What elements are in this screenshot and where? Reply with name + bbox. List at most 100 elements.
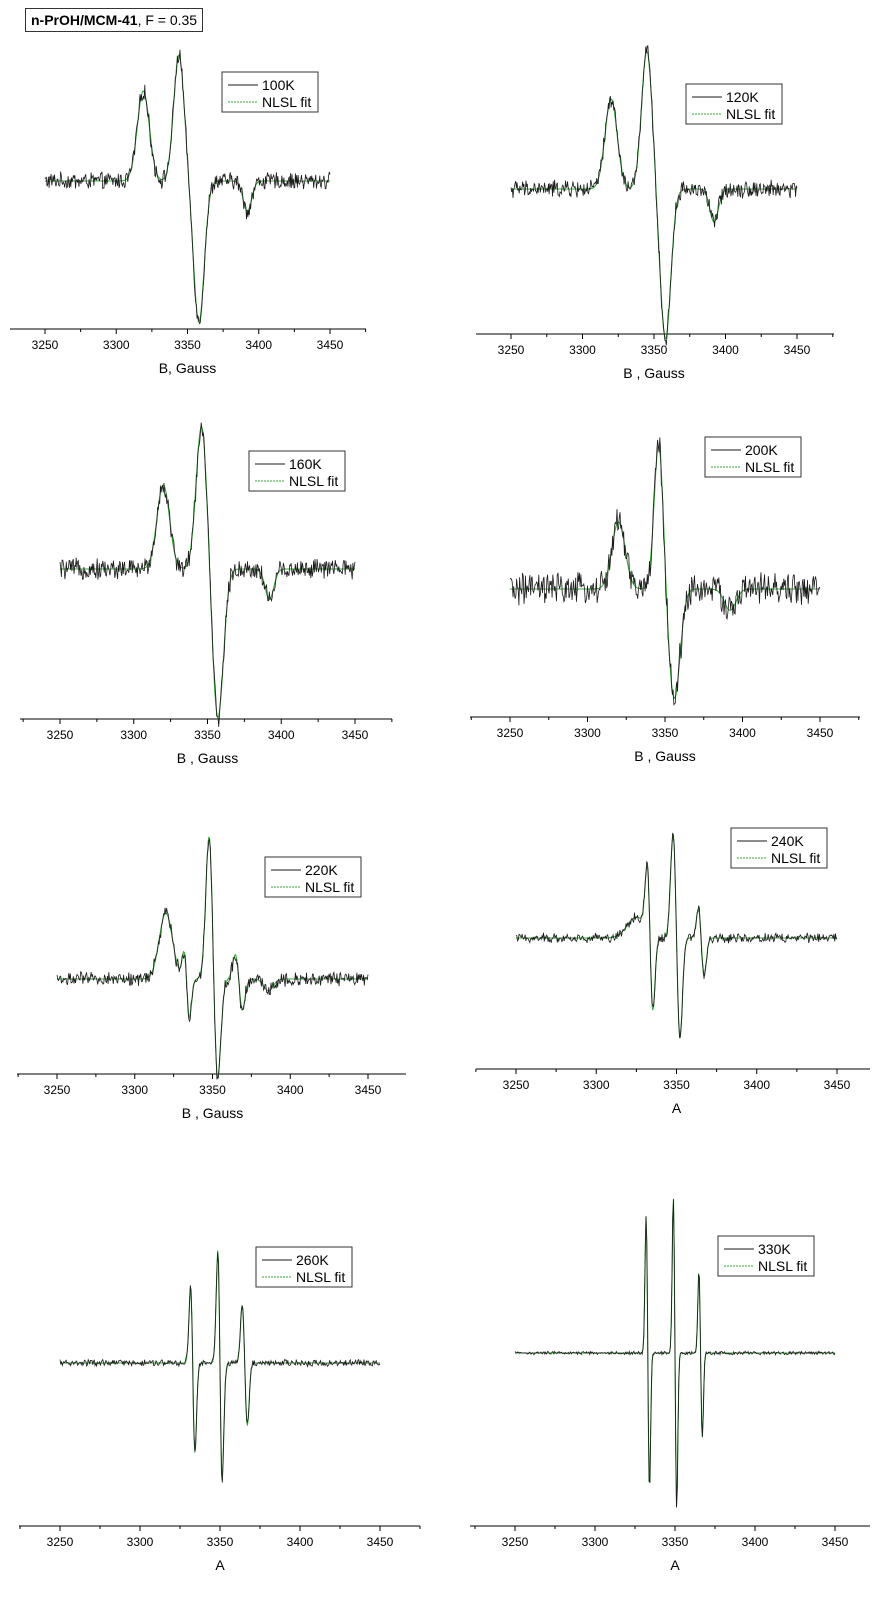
legend-label-fit: NLSL fit <box>289 473 338 489</box>
legend-label-temperature: 260K <box>296 1252 329 1268</box>
x-tick-label: 3450 <box>367 1535 394 1549</box>
legend-label-temperature: 330K <box>758 1241 791 1257</box>
series-line-experimental <box>515 832 838 1039</box>
x-tick-label: 3300 <box>103 338 130 352</box>
series-line-experimental <box>56 838 369 1080</box>
x-tick-label: 3400 <box>268 728 295 742</box>
x-tick-label: 3400 <box>729 726 756 740</box>
x-tick-label: 3300 <box>121 1083 148 1097</box>
x-tick-label: 3300 <box>583 1078 610 1092</box>
x-axis-label: A <box>215 1557 225 1573</box>
x-tick-label: 3250 <box>44 1083 71 1097</box>
x-tick-label: 3400 <box>245 338 272 352</box>
legend-label-fit: NLSL fit <box>305 879 354 895</box>
legend-label-temperature: 160K <box>289 456 322 472</box>
x-tick-label: 3300 <box>582 1535 609 1549</box>
legend-box <box>255 1246 353 1288</box>
legend-label-fit: NLSL fit <box>726 106 775 122</box>
x-axis-label: B , Gauss <box>182 1105 243 1121</box>
series-line-experimental <box>59 422 356 727</box>
x-tick-label: 3350 <box>199 1083 226 1097</box>
legend-label-temperature: 220K <box>305 862 338 878</box>
legend-box <box>685 83 783 125</box>
x-tick-label: 3250 <box>47 728 74 742</box>
legend-box <box>717 1235 815 1277</box>
x-tick-label: 3250 <box>32 338 59 352</box>
legend-label-temperature: 100K <box>262 77 295 93</box>
series-line-experimental <box>510 45 798 346</box>
x-tick-label: 3250 <box>503 1078 530 1092</box>
series-line-experimental <box>514 1199 836 1508</box>
legend-label-fit: NLSL fit <box>758 1258 807 1274</box>
x-tick-label: 3450 <box>807 726 834 740</box>
x-tick-label: 3350 <box>662 1535 689 1549</box>
x-tick-label: 3300 <box>569 343 596 357</box>
x-tick-label: 3300 <box>120 728 147 742</box>
legend-box <box>730 827 828 869</box>
x-tick-label: 3250 <box>498 343 525 357</box>
series-line-experimental <box>44 49 331 325</box>
x-tick-label: 3450 <box>317 338 344 352</box>
legend-label-temperature: 120K <box>726 89 759 105</box>
x-tick-label: 3250 <box>502 1535 529 1549</box>
legend-label-fit: NLSL fit <box>745 459 794 475</box>
x-axis-label: B , Gauss <box>623 365 684 381</box>
legend-label-fit: NLSL fit <box>771 850 820 866</box>
x-tick-label: 3450 <box>784 343 811 357</box>
legend-label-temperature: 200K <box>745 442 778 458</box>
x-tick-label: 3400 <box>277 1083 304 1097</box>
figure-title-sample: n-PrOH/MCM-41 <box>31 12 138 28</box>
x-tick-label: 3350 <box>652 726 679 740</box>
figure-title: n-PrOH/MCM-41, F = 0.35 <box>25 8 204 32</box>
legend-box <box>221 71 319 113</box>
x-tick-label: 3250 <box>47 1535 74 1549</box>
figure-title-fraction: , F = 0.35 <box>137 12 198 28</box>
legend-label-temperature: 240K <box>771 833 804 849</box>
x-tick-label: 3250 <box>497 726 524 740</box>
legend-box <box>248 450 346 492</box>
x-axis-label: B , Gauss <box>634 748 695 764</box>
x-tick-label: 3300 <box>127 1535 154 1549</box>
x-axis-label: A <box>672 1100 682 1116</box>
legend-box <box>704 436 802 478</box>
series-line-experimental <box>509 437 821 706</box>
x-tick-label: 3450 <box>824 1078 851 1092</box>
x-tick-label: 3400 <box>712 343 739 357</box>
x-tick-label: 3350 <box>207 1535 234 1549</box>
x-tick-label: 3350 <box>194 728 221 742</box>
legend-box <box>264 856 362 898</box>
x-tick-label: 3350 <box>641 343 668 357</box>
x-tick-label: 3400 <box>287 1535 314 1549</box>
x-axis-label: A <box>670 1557 680 1573</box>
series-line-experimental <box>59 1252 381 1483</box>
x-tick-label: 3400 <box>742 1535 769 1549</box>
x-tick-label: 3450 <box>342 728 369 742</box>
x-axis-label: B , Gauss <box>177 750 238 766</box>
x-tick-label: 3400 <box>743 1078 770 1092</box>
legend-label-fit: NLSL fit <box>262 94 311 110</box>
x-tick-label: 3300 <box>574 726 601 740</box>
x-axis-label: B, Gauss <box>159 360 217 376</box>
x-tick-label: 3450 <box>822 1535 849 1549</box>
legend-label-fit: NLSL fit <box>296 1269 345 1285</box>
x-tick-label: 3350 <box>174 338 201 352</box>
x-tick-label: 3350 <box>663 1078 690 1092</box>
x-tick-label: 3450 <box>355 1083 382 1097</box>
